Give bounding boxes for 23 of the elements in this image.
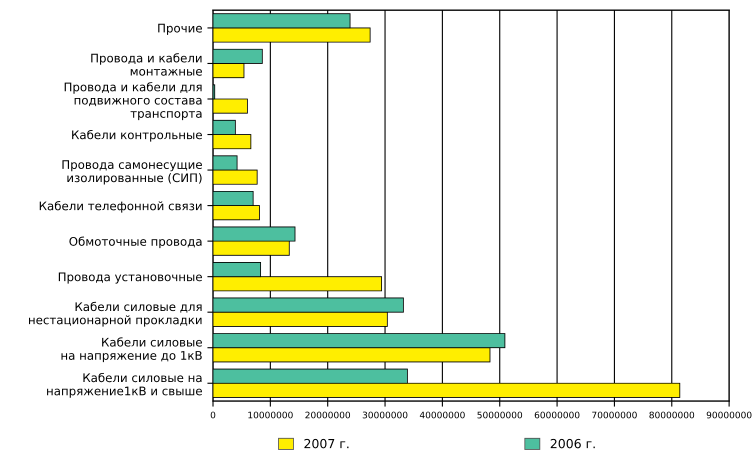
y-tick-label: Кабели силовые на напряжение1кВ и свыше [47, 372, 202, 398]
y-tick-label: Кабели контрольные [72, 130, 202, 142]
x-tick-label: 10000000 [248, 412, 293, 418]
x-tick-label: 70000000 [592, 412, 637, 418]
y-tick-label: Прочие [158, 24, 202, 35]
x-tick-label: 80000000 [649, 412, 694, 418]
x-tick-label: 50000000 [477, 412, 522, 418]
x-tick-label: 60000000 [534, 412, 580, 418]
y-tick-label: Провода и кабели монтажные [91, 53, 202, 76]
y-tick-label: Обмоточные провода [69, 236, 202, 248]
y-tick-label: Кабели телефонной связи [40, 201, 202, 213]
x-tick-label: 90000000 [706, 412, 752, 418]
x-tick-label: 30000000 [362, 412, 408, 418]
legend-label: 2007 г. [304, 438, 348, 448]
y-tick-label: Провода самонесущие изолированные (СИП) [62, 160, 202, 185]
legend-label: 2006 г. [550, 438, 595, 448]
x-tick-label: 0 [210, 412, 216, 418]
x-tick-label: 20000000 [305, 412, 350, 418]
x-tick-label: 40000000 [420, 412, 465, 418]
y-tick-label: Кабели силовые на напряжение до 1кВ [62, 337, 202, 362]
y-tick-label: Провода установочные [58, 272, 202, 284]
y-tick-label: Провода и кабели для подвижного состава транспорта [64, 82, 202, 120]
y-tick-label: Кабели силовые для нестационарной прокладки [29, 302, 202, 327]
